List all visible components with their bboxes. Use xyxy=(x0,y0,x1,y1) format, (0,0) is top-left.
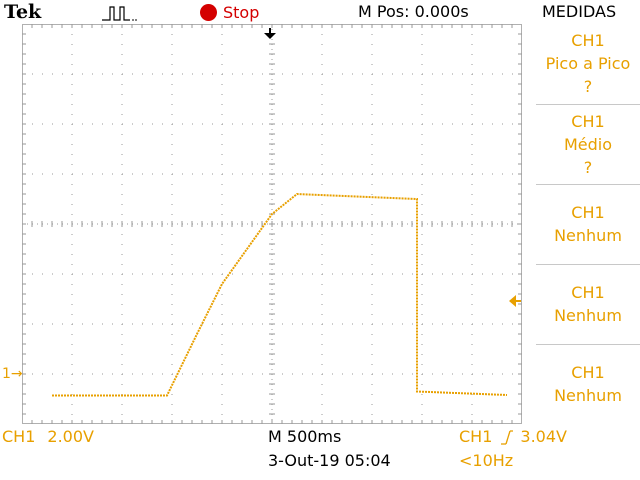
ch1-waveform xyxy=(52,192,508,397)
waveform-display xyxy=(22,24,522,424)
measurement-menu: CH1 Pico a Pico ? CH1 Médio ? CH1 Nenhum… xyxy=(536,24,640,424)
measurement-value: ? xyxy=(583,76,593,96)
bottom-status-bar: CH1 2.00V M 500ms 3-Out-19 05:04 CH1 3.04… xyxy=(0,424,640,480)
menu-title: MEDIDAS xyxy=(542,2,617,21)
trigger-pulse-icon xyxy=(102,6,137,21)
trigger-source: CH1 xyxy=(459,427,493,446)
measurement-1-button[interactable]: CH1 Pico a Pico ? xyxy=(536,24,640,102)
ch1-label: CH1 xyxy=(2,427,36,446)
measurement-channel: CH1 xyxy=(571,203,605,222)
trigger-position-marker xyxy=(264,28,276,39)
measurement-type: Nenhum xyxy=(554,226,622,245)
top-status-bar: Tek Stop M Pos: 0.000s MEDIDAS xyxy=(0,0,640,24)
measurement-channel: CH1 xyxy=(571,363,605,382)
measurement-channel: CH1 xyxy=(571,30,605,50)
date-time: 3-Out-19 05:04 xyxy=(268,451,391,470)
measurement-type: Médio xyxy=(563,134,613,154)
stop-icon xyxy=(200,3,217,21)
trigger-level-marker xyxy=(509,295,521,307)
ch1-scale-readout: CH1 2.00V xyxy=(2,427,94,446)
horizontal-position: M Pos: 0.000s xyxy=(358,2,469,21)
ground-arrow-icon: → xyxy=(10,366,23,382)
measurement-type: Nenhum xyxy=(554,306,622,325)
ch1-volts-per-div: 2.00V xyxy=(47,427,94,446)
status-text: Stop xyxy=(223,2,260,22)
trigger-frequency: <10Hz xyxy=(459,451,514,470)
measurement-5-button[interactable]: CH1 Nenhum xyxy=(536,344,640,423)
measurement-type: Nenhum xyxy=(554,386,622,405)
measurement-channel: CH1 xyxy=(571,111,605,131)
ch1-ground-marker: 1→ xyxy=(2,366,23,382)
measurement-4-button[interactable]: CH1 Nenhum xyxy=(536,264,640,343)
timebase-readout: M 500ms xyxy=(268,427,342,446)
trigger-level: 3.04V xyxy=(520,427,567,446)
ch1-ground-label: 1 xyxy=(2,366,11,382)
measurement-3-button[interactable]: CH1 Nenhum xyxy=(536,184,640,263)
measurement-value: ? xyxy=(583,157,593,177)
trigger-readout: CH1 3.04V xyxy=(459,427,567,446)
brand-logo: Tek xyxy=(4,1,42,23)
measurement-2-button[interactable]: CH1 Médio ? xyxy=(536,104,640,183)
acquisition-status: Stop xyxy=(200,2,259,22)
measurement-type: Pico a Pico xyxy=(545,53,631,73)
rising-edge-icon xyxy=(501,429,514,445)
measurement-channel: CH1 xyxy=(571,283,605,302)
